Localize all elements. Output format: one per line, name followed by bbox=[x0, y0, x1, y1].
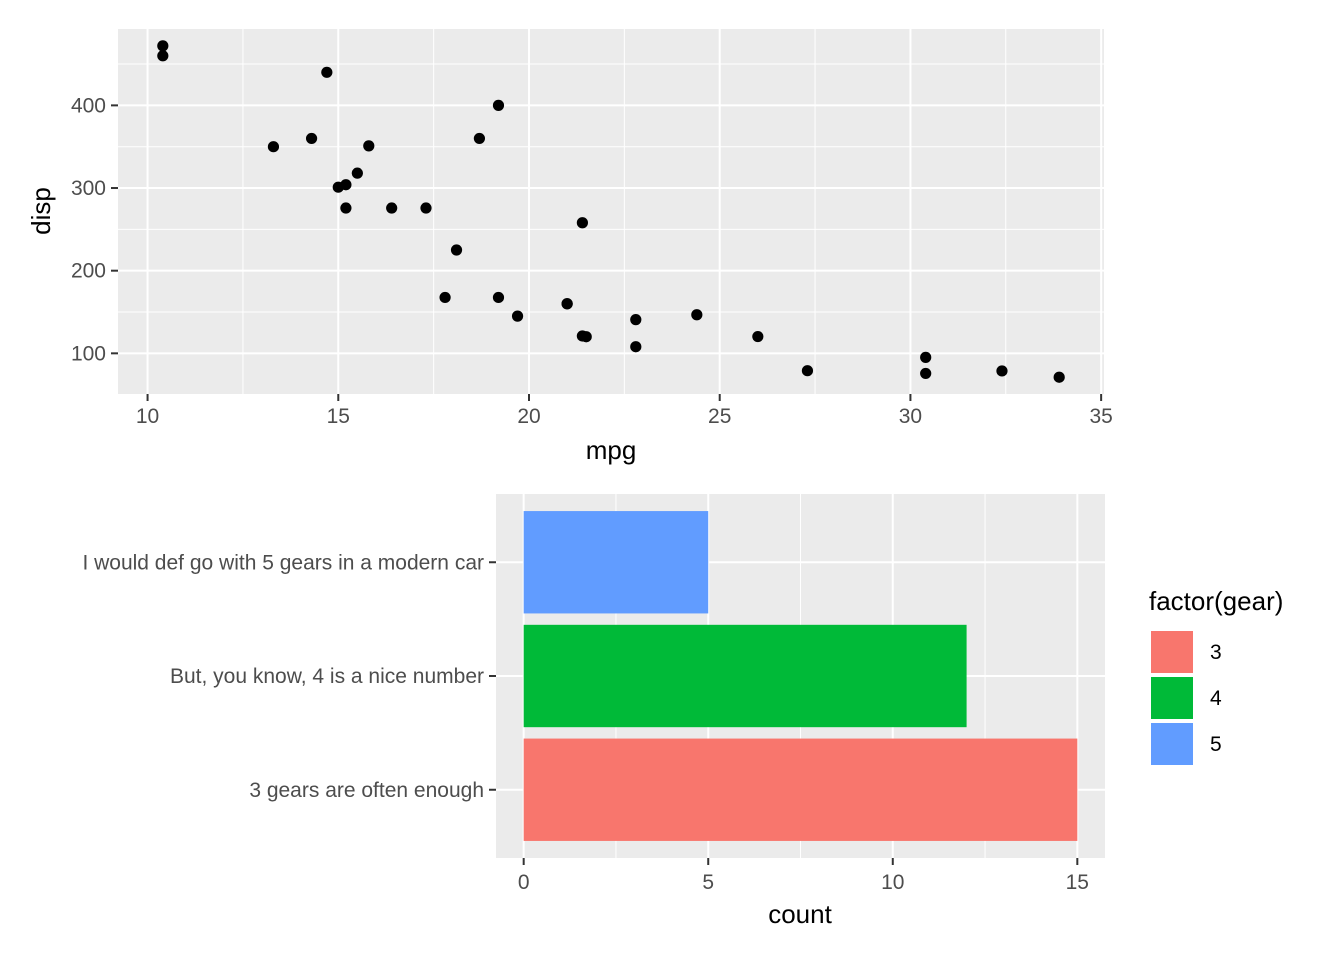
scatter-point bbox=[691, 309, 703, 321]
bar-x-axis-title: count bbox=[768, 899, 832, 929]
scatter-point bbox=[752, 330, 764, 343]
bar-y-axis: I would def go with 5 gears in a modern … bbox=[82, 551, 496, 802]
scatter-x-tick-label: 10 bbox=[136, 405, 159, 428]
scatter-x-axis-title: mpg bbox=[586, 435, 637, 465]
scatter-point bbox=[576, 330, 588, 342]
scatter-y-tick-label: 300 bbox=[71, 177, 106, 200]
scatter-point bbox=[920, 351, 932, 363]
legend-key bbox=[1149, 721, 1195, 767]
scatter-points bbox=[157, 40, 1065, 383]
bar-x-axis: 0 5 10 15 bbox=[518, 858, 1089, 894]
legend-entries: 3 4 5 bbox=[1149, 629, 1222, 767]
scatter-y-tick-label: 100 bbox=[71, 342, 106, 365]
scatter-point bbox=[157, 40, 169, 52]
legend-label: 5 bbox=[1210, 733, 1222, 756]
scatter-point bbox=[363, 140, 375, 152]
bar bbox=[523, 624, 967, 728]
scatter-point bbox=[473, 132, 486, 145]
scatter-point bbox=[267, 141, 280, 153]
scatter-point bbox=[450, 244, 463, 256]
bar-x-tick-label: 15 bbox=[1066, 871, 1089, 894]
bar-category-label: I would def go with 5 gears in a modern … bbox=[82, 551, 484, 574]
bar-x-tick-label: 0 bbox=[518, 871, 530, 894]
legend-title: factor(gear) bbox=[1149, 586, 1283, 616]
bar bbox=[523, 511, 709, 614]
bar bbox=[523, 738, 1078, 841]
scatter-point bbox=[630, 341, 642, 353]
scatter-x-tick-label: 25 bbox=[708, 405, 731, 428]
scatter-point bbox=[351, 167, 363, 179]
scatter-point bbox=[157, 50, 169, 62]
scatter-point bbox=[996, 365, 1008, 377]
scatter-x-tick-label: 30 bbox=[899, 405, 922, 428]
bar-category-label: 3 gears are often enough bbox=[249, 779, 484, 802]
bars bbox=[523, 511, 1078, 841]
scatter-x-axis: 10 15 20 25 30 35 bbox=[136, 394, 1113, 428]
scatter-point bbox=[492, 291, 505, 304]
scatter-point bbox=[561, 298, 573, 310]
bar-category-label: But, you know, 4 is a nice number bbox=[170, 665, 484, 688]
bar-plot: 0 5 10 15 I would def go with 5 gears in a … bbox=[82, 494, 1105, 929]
scatter-plot: 10 15 20 25 30 35 100 200 300 400 mpg disp bbox=[26, 29, 1113, 465]
scatter-x-tick-label: 15 bbox=[327, 405, 350, 428]
scatter-y-tick-label: 400 bbox=[71, 94, 106, 117]
scatter-point bbox=[801, 365, 814, 377]
scatter-y-tick-label: 200 bbox=[71, 260, 106, 283]
scatter-point bbox=[420, 202, 432, 214]
scatter-y-axis: 100 200 300 400 bbox=[71, 94, 118, 365]
scatter-x-tick-label: 35 bbox=[1089, 405, 1112, 428]
scatter-point bbox=[332, 181, 344, 193]
bar-x-tick-label: 5 bbox=[702, 871, 714, 894]
scatter-point bbox=[511, 310, 524, 322]
scatter-point bbox=[576, 217, 588, 229]
scatter-panel-background bbox=[118, 29, 1104, 394]
legend-key bbox=[1149, 629, 1195, 675]
scatter-y-axis-title: disp bbox=[26, 187, 56, 235]
legend-label: 4 bbox=[1210, 687, 1222, 710]
scatter-point bbox=[1053, 371, 1065, 383]
scatter-point bbox=[321, 66, 333, 78]
scatter-point bbox=[386, 202, 398, 214]
scatter-point bbox=[920, 367, 932, 380]
scatter-gridlines bbox=[118, 29, 1104, 394]
legend-key bbox=[1149, 675, 1195, 721]
scatter-point bbox=[305, 132, 318, 145]
legend-label: 3 bbox=[1210, 641, 1222, 664]
scatter-point bbox=[630, 314, 642, 326]
scatter-x-tick-label: 20 bbox=[517, 405, 540, 428]
scatter-point bbox=[492, 99, 505, 111]
scatter-point bbox=[439, 291, 451, 304]
scatter-point bbox=[340, 202, 352, 214]
bar-x-tick-label: 10 bbox=[881, 871, 904, 894]
legend: factor(gear) 3 4 5 bbox=[1149, 586, 1283, 767]
